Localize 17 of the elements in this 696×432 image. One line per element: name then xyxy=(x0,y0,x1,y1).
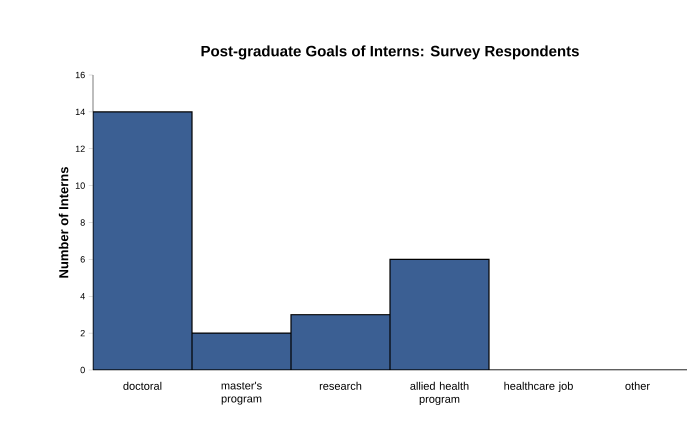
y-axis-title: Number of Interns xyxy=(58,167,68,278)
x-tick-label: other xyxy=(625,382,650,390)
x-tick-label: healthcare job xyxy=(504,382,573,392)
x-tick-label: master's program xyxy=(222,382,262,405)
y-tick-label: 0 xyxy=(80,366,85,374)
x-tick-label: allied health program xyxy=(410,382,468,406)
y-tick-label: 10 xyxy=(76,182,85,189)
y-tick-label: 4 xyxy=(80,293,85,300)
y-tick-label: 14 xyxy=(76,108,85,115)
chart-title: Post-graduate Goals of Interns: Survey Respondents xyxy=(202,45,579,60)
y-tick-label: 8 xyxy=(80,219,85,226)
y-tick-label: 2 xyxy=(80,330,85,336)
y-tick-label: 16 xyxy=(76,72,85,78)
y-tick-label: 6 xyxy=(80,256,85,263)
x-tick-label: doctoral xyxy=(123,382,162,390)
x-tick-label: research xyxy=(320,382,362,390)
y-tick-label: 12 xyxy=(76,146,85,152)
